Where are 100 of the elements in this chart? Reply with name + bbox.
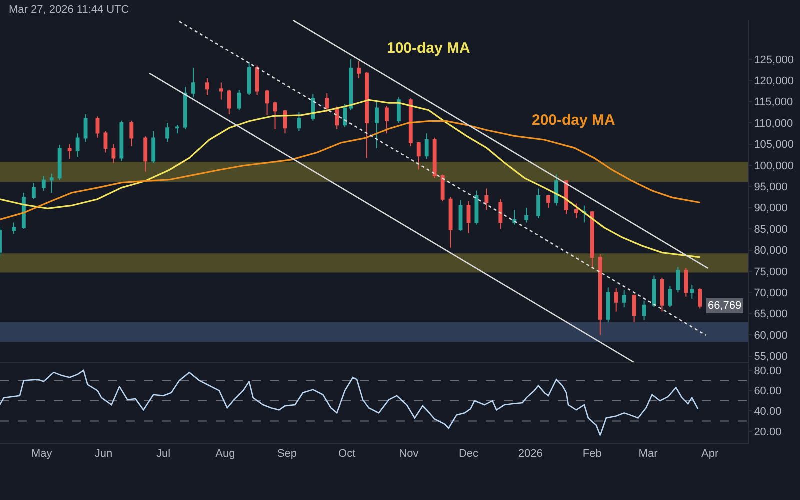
y-tick-label: 105,000 [754,139,794,152]
x-tick-label: Dec [458,448,480,460]
candlestick [440,174,445,202]
candlestick [416,142,421,170]
line-series [0,99,701,258]
candlestick [690,284,694,300]
candlestick [512,209,517,226]
candlestick [642,300,646,321]
candlestick [676,266,680,294]
y-tick-label: 90,000 [754,202,788,215]
y-tick-label: 70,000 [754,288,788,300]
x-tick-label: Feb [582,448,602,460]
candlestick [297,112,302,132]
candlestick [335,106,340,130]
candlestick [582,205,586,224]
x-tick-label: Mar [638,448,658,460]
candlestick [668,286,672,308]
candlestick [466,200,471,234]
candlestick [424,133,429,160]
candlestick [606,287,610,323]
candlestick [120,120,124,162]
candlestick [130,120,134,147]
candlestick [144,136,148,172]
candlestick [408,98,413,147]
candlestick [265,89,270,116]
candlestick [343,103,348,128]
y-tick-label: 80,000 [754,245,788,258]
candlestick [219,82,224,100]
candlestick [375,101,379,149]
candlestick [684,268,688,298]
candlestick [474,190,479,226]
candlestick [237,89,242,111]
x-tick-label: Apr [702,448,719,460]
candlestick [622,290,626,308]
x-tick-label: Nov [399,448,420,460]
candlestick [554,174,558,206]
candlestick [325,92,330,113]
x-tick-label: Jul [156,448,171,460]
series-label: 200-day MA [532,112,616,129]
x-tick-label: Oct [338,448,356,460]
x-tick-label: Jun [94,448,113,460]
candlestick [365,72,369,159]
y-tick-label: 110,000 [754,118,794,130]
candlestick [50,173,54,194]
candlestick [574,203,578,219]
y-tick-label: 55,000 [754,351,788,364]
candlestick [205,78,210,96]
candlestick [385,106,389,134]
x-tick-label: 2026 [518,448,543,460]
candlestick [192,67,196,98]
candlestick [590,210,594,269]
candlestick [12,222,16,235]
candlestick [32,182,36,200]
x-tick-label: Sep [277,448,298,460]
candlestick [349,58,354,111]
candlestick [498,198,503,230]
candlestick [247,62,252,96]
candlestick [255,65,260,96]
candlestick [166,122,170,143]
candlestick [536,188,541,219]
candlestick [311,94,316,122]
candlestick [58,144,62,181]
y-tick-label: 60,000 [754,330,788,342]
x-tick-label: Aug [216,448,236,460]
y-tick-label: 85,000 [754,224,788,236]
candlestick [273,101,278,130]
y-tick-label: 40.00 [754,406,782,418]
candlestick [68,144,72,160]
candlestick [96,116,100,138]
candlestick [660,277,664,312]
candlestick [458,200,463,232]
candlestick [104,131,108,154]
candlestick [76,133,80,158]
candlestick [524,207,529,224]
annotation: 66,769 [708,300,742,312]
text: Mar 27, 2026 11:44 UTC [9,4,130,16]
candlestick [357,61,362,80]
candlestick [184,86,188,130]
candlestick [632,294,636,323]
line-series [0,370,699,436]
candlestick [598,254,602,336]
x-tick-label: May [32,448,53,460]
candlestick [448,196,453,248]
y-tick-label: 100,000 [754,160,794,172]
candlestick [152,131,156,164]
y-tick-label: 125,000 [754,54,794,66]
candlestick [484,188,489,210]
y-tick-label: 20.00 [754,426,782,438]
candlestick [432,137,437,179]
candlestick [176,124,180,134]
candlestick [614,288,618,312]
y-tick-label: 80.00 [754,365,782,378]
y-tick-label: 120,000 [754,75,794,88]
text: 100-day MA [387,40,471,57]
candlestick [227,89,232,116]
y-tick-label: 115,000 [754,96,794,109]
candlestick [84,114,88,143]
y-tick-label: 60.00 [754,386,782,398]
y-tick-label: 75,000 [754,266,788,278]
candlestick [396,97,401,124]
